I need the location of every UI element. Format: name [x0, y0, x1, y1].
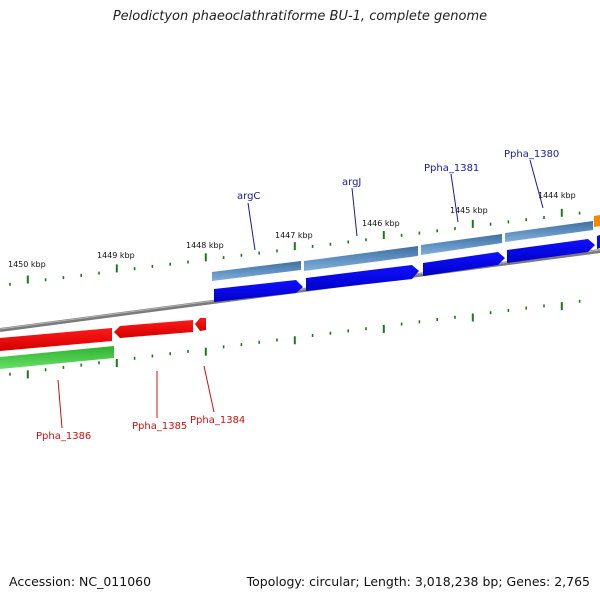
tick-label-1448: 1448 kbp	[186, 241, 224, 250]
leader-ppha1386	[57, 379, 63, 429]
gene-feature-ppha1381	[421, 234, 502, 255]
leader-ppha1381	[450, 173, 459, 223]
gene-label-argC: argC	[237, 191, 260, 202]
accession-text: Accession: NC_011060	[9, 574, 152, 589]
gene-label-argJ: argJ	[342, 177, 361, 188]
tick-label-1445: 1445 kbp	[450, 206, 488, 215]
gene-feature-ppha1380	[505, 221, 593, 242]
cds-arrow-ppha1380	[507, 239, 595, 263]
upper-tick-row	[9, 208, 581, 286]
gene-label-ppha1386: Ppha_1386	[36, 431, 91, 442]
gene-label-ppha1380: Ppha_1380	[504, 149, 559, 160]
tick-label-1449: 1449 kbp	[97, 251, 135, 260]
cds-arrow-ppha1384	[195, 318, 206, 331]
cds-arrow-partial	[597, 235, 600, 249]
cds-arrow-argJ	[306, 265, 419, 291]
genome-summary-text: Topology: circular; Length: 3,018,238 bp…	[246, 574, 590, 589]
lower-tick-row	[9, 299, 581, 379]
forward-gene-track	[212, 215, 600, 281]
cds-arrow-argC	[214, 280, 303, 302]
gene-feature-argC	[212, 261, 301, 281]
cds-arrow-ppha1386	[0, 328, 112, 351]
gene-label-ppha1385: Ppha_1385	[132, 421, 187, 432]
cds-arrow-ppha1381	[423, 252, 505, 276]
map-title: Pelodictyon phaeoclathratiforme BU-1, co…	[112, 9, 488, 24]
gene-label-ppha1384: Ppha_1384	[190, 415, 245, 426]
gene-feature-ppha1386	[0, 346, 114, 369]
cds-arrow-ppha1385	[114, 320, 193, 338]
leader-ppha1384	[203, 365, 215, 413]
leader-argC	[247, 202, 256, 251]
gene-feature-argJ	[304, 246, 418, 271]
tick-label-1446: 1446 kbp	[362, 219, 400, 228]
tick-label-1444: 1444 kbp	[538, 191, 576, 200]
tick-label-1450: 1450 kbp	[8, 260, 46, 269]
leader-ppha1380	[529, 159, 544, 209]
tick-label-1447: 1447 kbp	[275, 231, 313, 240]
gene-label-ppha1381: Ppha_1381	[424, 163, 479, 174]
reverse-cds-track	[0, 318, 206, 351]
forward-cds-track	[214, 235, 600, 302]
leader-argJ	[351, 187, 358, 237]
genome-backbone	[0, 249, 600, 332]
reverse-gene-track	[0, 346, 114, 369]
gene-feature-partial	[594, 215, 600, 227]
